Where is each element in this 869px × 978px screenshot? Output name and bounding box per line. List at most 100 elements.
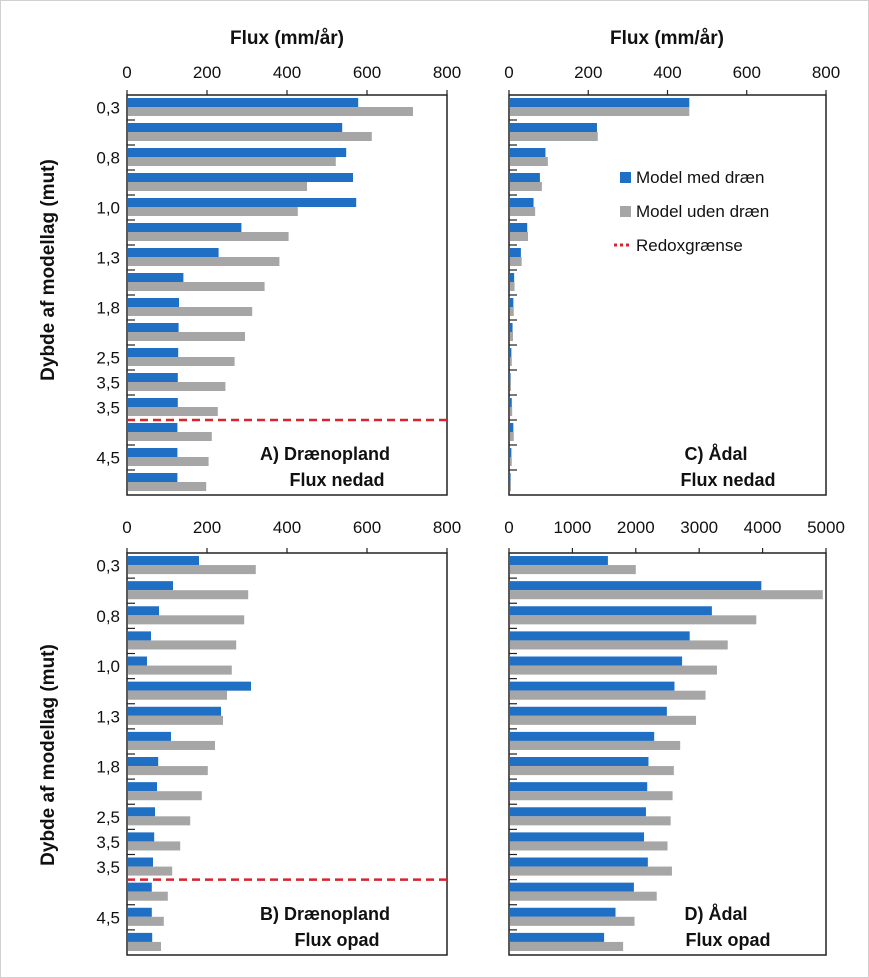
bar-uden-draen — [510, 891, 657, 901]
y-tick-label: 2,5 — [96, 808, 120, 827]
bar-med-draen — [128, 656, 147, 666]
x-tick-label: 400 — [273, 63, 301, 82]
bar-uden-draen — [128, 132, 372, 141]
panel-d: 0 1000 2000 3000 4000 5000 D) Ådal Flux opad — [504, 518, 845, 956]
bar-med-draen — [128, 298, 179, 307]
bar-med-draen — [128, 248, 219, 257]
bar-uden-draen — [128, 640, 237, 650]
panel-c: 0 200 400 600 800 C) Ådal Flux nedad — [504, 63, 840, 496]
bar-uden-draen — [510, 482, 511, 491]
bar-uden-draen — [510, 590, 823, 600]
bar-med-draen — [128, 98, 359, 107]
bar-uden-draen — [510, 791, 673, 801]
panel-label-line2: Flux opad — [686, 930, 771, 950]
bar-uden-draen — [128, 457, 209, 466]
bar-med-draen — [510, 148, 546, 157]
bar-med-draen — [510, 123, 597, 132]
bar-med-draen — [128, 273, 184, 282]
bar-med-draen — [128, 556, 199, 566]
bar-uden-draen — [510, 640, 728, 650]
bar-med-draen — [128, 706, 221, 716]
bar-uden-draen — [128, 615, 245, 625]
bar-med-draen — [128, 757, 159, 767]
bar-med-draen — [128, 606, 159, 616]
bar-med-draen — [510, 373, 511, 382]
panel-label-line1: D) Ådal — [685, 904, 748, 924]
bar-uden-draen — [128, 791, 202, 801]
y-tick-label: 1,0 — [96, 657, 120, 676]
bar-med-draen — [510, 448, 512, 457]
x-tick-label: 600 — [353, 63, 381, 82]
bar-med-draen — [510, 323, 513, 332]
panel-label-line1: C) Ådal — [685, 444, 748, 464]
bar-med-draen — [510, 248, 521, 257]
bar-uden-draen — [128, 282, 265, 291]
bar-med-draen — [128, 832, 155, 842]
bar-med-draen — [510, 706, 667, 716]
bar-med-draen — [128, 423, 178, 432]
x-axis-title-right: Flux (mm/år) — [610, 28, 724, 49]
bar-med-draen — [128, 857, 153, 867]
bar-uden-draen — [128, 207, 298, 216]
bar-med-draen — [510, 581, 762, 591]
x-tick-label: 200 — [193, 518, 221, 537]
y-tick-label: 3,5 — [96, 399, 120, 418]
y-tick-label: 0,8 — [96, 149, 120, 168]
bar-med-draen — [128, 448, 178, 457]
bar-med-draen — [128, 123, 343, 132]
panel-b: 0 200 400 600 800 0,3 0,8 1,0 1,3 1,8 2,5 3,5 3,5 4,5… — [96, 518, 461, 956]
x-tick-label: 200 — [574, 63, 602, 82]
y-tick-label: 1,3 — [96, 249, 120, 268]
bar-uden-draen — [128, 382, 226, 391]
bar-med-draen — [510, 731, 655, 741]
bar-uden-draen — [510, 916, 635, 926]
bar-uden-draen — [128, 157, 336, 166]
bar-uden-draen — [510, 382, 511, 391]
bar-uden-draen — [128, 866, 173, 876]
bar-med-draen — [510, 606, 712, 616]
bar-uden-draen — [128, 665, 232, 675]
y-tick-label: 1,8 — [96, 758, 120, 777]
bar-uden-draen — [128, 841, 181, 851]
y-tick-label: 3,5 — [96, 374, 120, 393]
bar-uden-draen — [510, 841, 668, 851]
bar-uden-draen — [128, 891, 168, 901]
y-tick-label: 4,5 — [96, 908, 120, 927]
x-tick-label: 600 — [353, 518, 381, 537]
bar-uden-draen — [128, 482, 207, 491]
bar-uden-draen — [128, 332, 245, 341]
bar-med-draen — [128, 581, 173, 591]
bar-uden-draen — [510, 665, 717, 675]
bar-uden-draen — [128, 307, 253, 316]
x-tick-label: 800 — [433, 518, 461, 537]
bar-med-draen — [510, 273, 515, 282]
bar-med-draen — [510, 857, 648, 867]
bar-uden-draen — [128, 816, 191, 826]
x-tick-label: 2000 — [617, 518, 655, 537]
bar-uden-draen — [510, 207, 536, 216]
bar-med-draen — [510, 398, 512, 407]
bar-med-draen — [128, 882, 152, 892]
x-tick-label: 4000 — [744, 518, 782, 537]
x-tick-label: 400 — [653, 63, 681, 82]
bar-med-draen — [510, 423, 514, 432]
legend-label: Model uden dræn — [636, 202, 769, 221]
bar-uden-draen — [510, 615, 757, 625]
legend-swatch — [620, 206, 631, 217]
panel-label-line2: Flux nedad — [680, 470, 775, 490]
legend-label: Model med dræn — [636, 168, 765, 187]
x-tick-label: 400 — [273, 518, 301, 537]
bar-uden-draen — [510, 307, 514, 316]
bar-med-draen — [128, 323, 179, 332]
legend-swatch — [620, 172, 631, 183]
bar-med-draen — [510, 223, 528, 232]
bar-uden-draen — [128, 740, 215, 750]
bar-uden-draen — [510, 182, 542, 191]
panel-label-line2: Flux opad — [295, 930, 380, 950]
bar-med-draen — [128, 681, 251, 691]
y-tick-label: 3,5 — [96, 858, 120, 877]
bar-med-draen — [128, 398, 178, 407]
bar-med-draen — [128, 631, 151, 641]
bar-med-draen — [510, 631, 690, 641]
